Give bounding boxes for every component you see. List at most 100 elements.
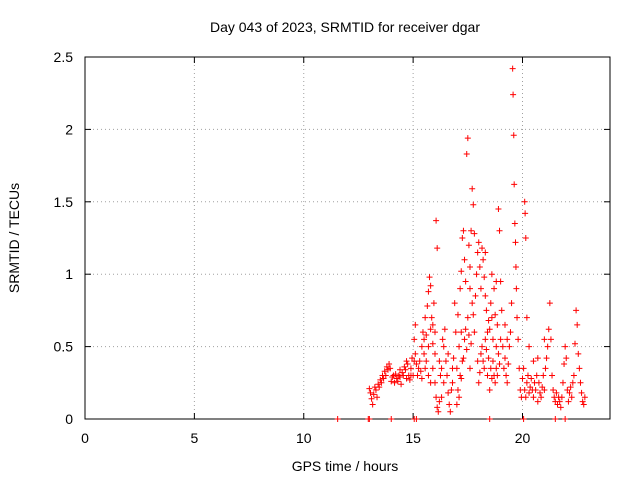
data-point	[526, 389, 533, 396]
data-point	[475, 379, 482, 386]
data-point	[541, 336, 548, 343]
data-point	[535, 379, 542, 386]
data-point	[499, 343, 506, 350]
data-point	[429, 340, 436, 347]
data-point	[476, 369, 483, 376]
data-point	[451, 300, 458, 307]
data-point	[413, 360, 420, 367]
data-point	[378, 379, 385, 386]
data-point	[507, 329, 514, 336]
data-point	[497, 336, 504, 343]
data-point	[397, 374, 403, 381]
data-point	[427, 326, 434, 333]
data-point	[469, 300, 476, 307]
data-point	[458, 329, 465, 336]
data-point	[573, 307, 580, 314]
data-point	[488, 271, 495, 278]
data-point	[453, 401, 460, 408]
data-point	[486, 416, 493, 422]
data-point	[491, 285, 498, 292]
data-point	[498, 307, 505, 314]
data-point	[440, 379, 447, 386]
data-point	[432, 350, 438, 357]
data-point	[476, 263, 483, 270]
data-point	[474, 358, 481, 365]
data-point	[429, 321, 436, 328]
data-point	[418, 375, 425, 382]
data-point	[524, 372, 531, 379]
data-point	[401, 363, 408, 370]
data-point	[558, 394, 565, 401]
data-point	[452, 329, 459, 336]
data-point	[520, 365, 527, 372]
data-point	[334, 416, 341, 422]
y-axis-ticks: 0 0.5 1 1.5 2 2.5	[54, 49, 610, 427]
data-point	[460, 227, 467, 234]
data-point	[579, 398, 586, 405]
data-point	[461, 256, 468, 263]
data-point	[454, 311, 461, 318]
data-point	[542, 365, 549, 372]
data-point	[439, 336, 446, 343]
data-point	[369, 401, 376, 408]
data-point	[530, 358, 537, 365]
data-point	[391, 379, 398, 386]
data-point	[438, 365, 445, 372]
data-point	[552, 416, 559, 422]
data-point	[467, 263, 473, 270]
data-point	[458, 375, 465, 382]
data-point	[486, 326, 493, 333]
data-point	[448, 387, 455, 394]
data-point	[522, 394, 529, 401]
data-point	[464, 314, 471, 321]
data-point	[570, 372, 577, 379]
data-point	[394, 378, 401, 385]
data-point	[481, 365, 488, 372]
data-point	[505, 360, 512, 367]
data-point	[572, 340, 578, 347]
data-point	[411, 336, 418, 343]
data-point	[440, 343, 447, 350]
data-point	[424, 303, 431, 310]
data-point	[425, 343, 432, 350]
data-point	[445, 389, 452, 396]
data-point	[576, 365, 583, 372]
data-point	[489, 358, 496, 365]
data-point	[387, 365, 394, 372]
data-point	[506, 343, 513, 350]
data-point	[372, 387, 379, 394]
data-point	[549, 372, 556, 379]
chart-title: Day 043 of 2023, SRMTID for receiver dga…	[210, 19, 480, 35]
data-point	[480, 358, 487, 365]
data-point	[566, 389, 573, 396]
y-tick-label: 2.5	[54, 49, 74, 65]
data-point	[550, 387, 557, 394]
data-point	[404, 360, 411, 367]
data-point	[493, 365, 500, 372]
data-point	[511, 220, 518, 227]
data-point	[462, 278, 469, 285]
data-point	[422, 365, 429, 372]
data-point	[444, 372, 451, 379]
data-point	[421, 336, 428, 343]
data-point	[403, 358, 410, 365]
data-point	[503, 372, 510, 379]
data-point	[477, 350, 484, 357]
data-point	[388, 416, 395, 422]
data-point	[470, 311, 477, 318]
data-point	[556, 398, 563, 405]
data-point	[494, 372, 501, 379]
data-point	[565, 398, 572, 405]
data-point	[368, 395, 375, 402]
data-point	[437, 372, 444, 379]
data-point	[512, 239, 519, 246]
data-point	[480, 256, 487, 263]
x-tick-label: 20	[515, 430, 531, 446]
data-point	[392, 371, 399, 378]
data-point	[461, 336, 468, 343]
data-point	[537, 389, 543, 396]
data-point	[567, 384, 574, 391]
data-point	[514, 314, 521, 321]
data-point	[513, 285, 520, 292]
